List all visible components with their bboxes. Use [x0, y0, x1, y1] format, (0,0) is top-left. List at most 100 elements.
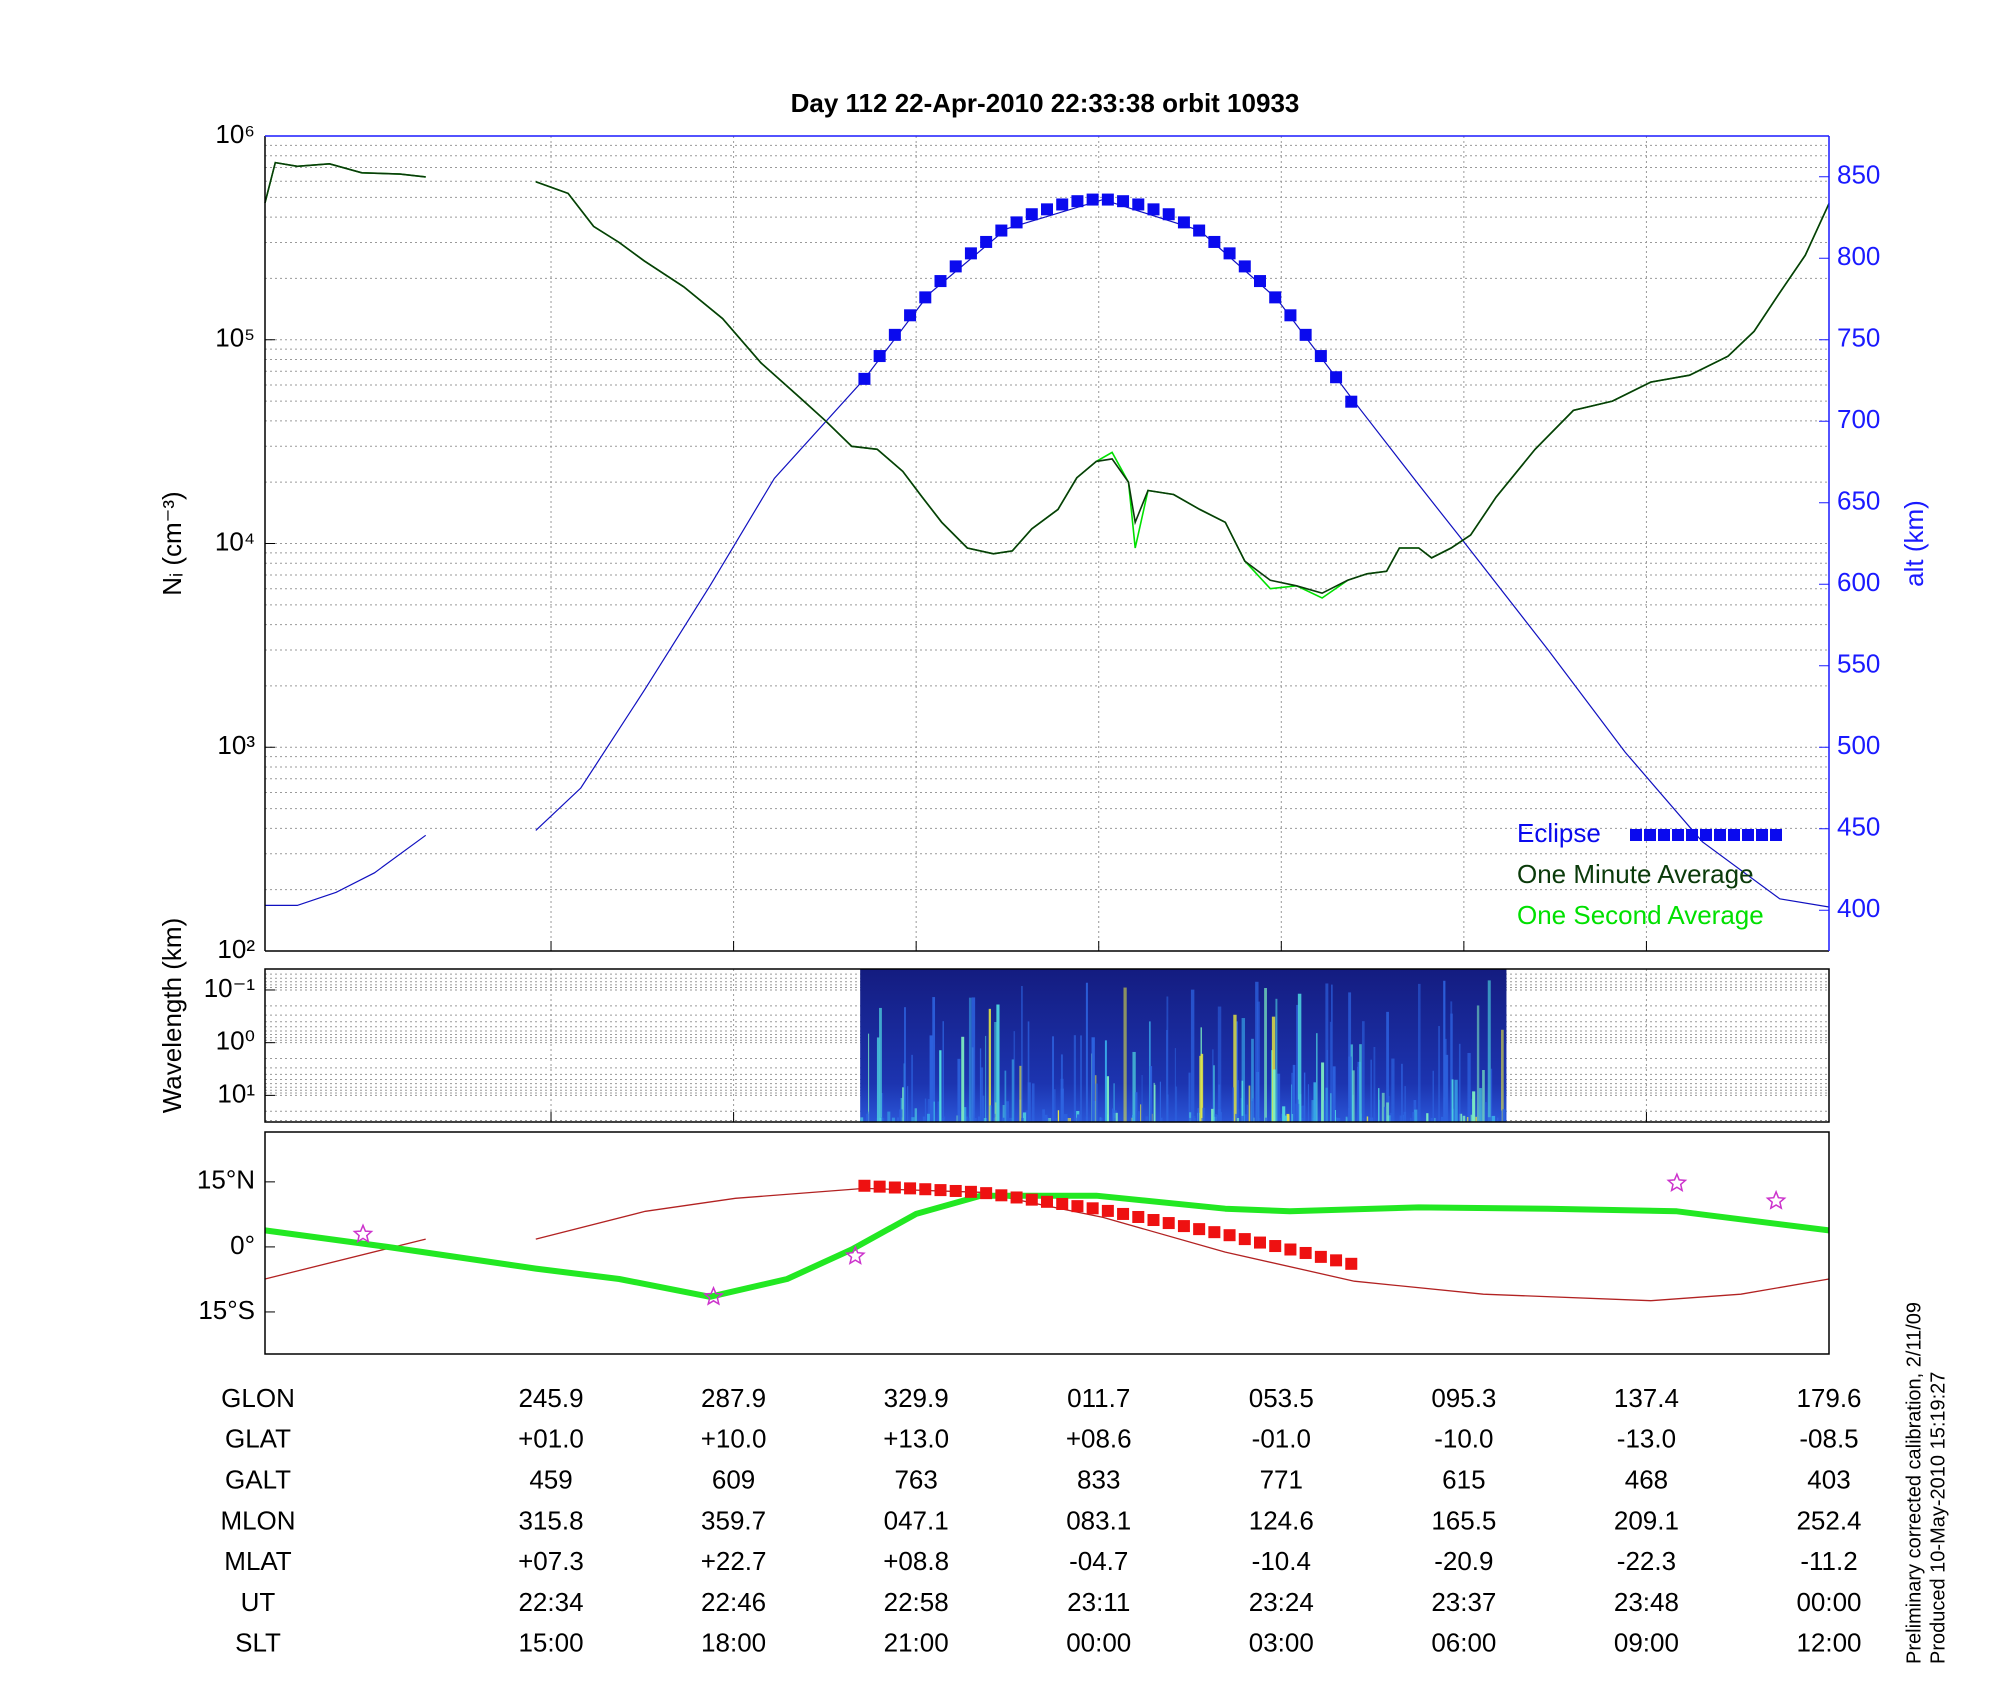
spectrogram-texture	[1370, 1059, 1372, 1122]
eclipse-track-marker	[1314, 1250, 1327, 1263]
spectrogram-texture	[939, 1050, 942, 1122]
spectrogram-texture	[1285, 1115, 1288, 1122]
spectrogram-texture	[963, 1107, 967, 1122]
spectrogram-texture	[933, 1101, 935, 1122]
spectrogram-texture	[1479, 1088, 1482, 1122]
station-marker	[1666, 1172, 1688, 1192]
table-row-label: GLON	[221, 1383, 295, 1413]
spectrogram-texture	[1307, 1084, 1309, 1122]
legend-swatch	[1742, 829, 1754, 841]
spectrogram-texture	[1100, 1118, 1103, 1122]
y-tick-label: 10⁵	[215, 323, 255, 353]
spectrogram-texture	[1057, 1110, 1060, 1122]
spectrogram-texture	[989, 1105, 992, 1122]
y-tick-label: 10³	[217, 730, 255, 760]
spectrogram-texture	[1001, 1117, 1005, 1122]
spectrogram-texture	[1432, 1070, 1434, 1122]
spectrogram-texture	[899, 1109, 903, 1122]
y2-axis-label: alt (km)	[1899, 500, 1929, 587]
eclipse-track-marker	[1071, 1200, 1084, 1213]
eclipse-track-marker	[964, 1185, 977, 1198]
spectrogram-texture	[1060, 1054, 1063, 1122]
eclipse-marker	[1223, 247, 1236, 260]
legend-swatch	[1686, 829, 1698, 841]
table-cell: 179.6	[1796, 1383, 1861, 1413]
spectrogram-texture	[1065, 1117, 1069, 1122]
y-tick-label: 0°	[230, 1230, 255, 1260]
spectrogram-texture	[1430, 1117, 1434, 1122]
station-marker	[1765, 1189, 1787, 1210]
eclipse-marker	[1253, 275, 1266, 288]
panel-frame	[264, 1131, 1830, 1355]
spectrogram-texture	[1160, 1117, 1163, 1122]
spectrogram-texture	[1166, 1030, 1168, 1122]
spectrogram-texture	[1113, 1083, 1115, 1122]
table-cell: -20.9	[1434, 1546, 1493, 1576]
spectrogram-texture	[1311, 1100, 1314, 1122]
chart-title: Day 112 22-Apr-2010 22:33:38 orbit 10933	[791, 88, 1300, 118]
eclipse-marker	[1269, 291, 1282, 304]
spectrogram-texture	[1052, 1036, 1054, 1122]
eclipse-track-marker	[1269, 1240, 1282, 1253]
spectrogram-texture	[1104, 1040, 1107, 1122]
spectrogram-texture	[1246, 1104, 1249, 1122]
y2-tick-label: 750	[1837, 323, 1880, 353]
y-tick-label: 10²	[217, 934, 255, 964]
spectrogram-texture	[1418, 983, 1421, 1122]
spectrogram-texture	[943, 1116, 946, 1122]
spectrogram-texture	[1236, 1117, 1240, 1122]
spectrogram-texture	[942, 1021, 944, 1122]
table-row-label: UT	[241, 1587, 276, 1617]
table-cell: 403	[1807, 1464, 1850, 1494]
spectrogram-texture	[879, 1007, 882, 1122]
table-cell: 459	[529, 1464, 572, 1494]
table-cell: -10.0	[1434, 1424, 1493, 1454]
table-cell: 329.9	[884, 1383, 949, 1413]
table-cell: 00:00	[1796, 1587, 1861, 1617]
spectrogram-texture	[1296, 1004, 1299, 1122]
spectrogram-texture	[1330, 1093, 1332, 1122]
spectrogram-texture	[1362, 1021, 1365, 1122]
spectrogram-texture	[1257, 1001, 1260, 1122]
eclipse-marker	[1010, 216, 1023, 229]
spectrogram-texture	[1291, 1072, 1294, 1122]
spectrogram-texture	[1067, 1117, 1072, 1122]
spectrogram-texture	[1240, 1098, 1243, 1122]
spectrogram-texture	[957, 1058, 961, 1122]
y2-tick-label: 800	[1837, 241, 1880, 271]
spectrogram-texture	[1359, 1044, 1362, 1122]
table-cell: 252.4	[1796, 1505, 1861, 1535]
spectrogram-texture	[1004, 1070, 1007, 1122]
eclipse-marker	[1086, 193, 1099, 206]
spectrogram-texture	[1500, 1110, 1502, 1122]
spectrogram-texture	[1445, 1054, 1449, 1122]
eclipse-track-marker	[1086, 1202, 1099, 1215]
y-tick-label: 15°N	[197, 1165, 255, 1195]
spectrogram-texture	[1200, 1053, 1204, 1122]
eclipse-track-marker	[1330, 1254, 1343, 1267]
spectrogram-texture	[1402, 1114, 1404, 1122]
spectrogram-texture	[1325, 1087, 1328, 1122]
spectrogram-texture	[1248, 1085, 1251, 1122]
spectrogram-texture	[904, 1007, 906, 1122]
spectrogram-texture	[1085, 1116, 1088, 1122]
spectrogram-texture	[924, 1098, 927, 1122]
legend-swatch	[1700, 829, 1712, 841]
spectrogram-texture	[902, 1087, 905, 1122]
spectrogram-texture	[1458, 1043, 1461, 1122]
spectrogram-texture	[1141, 1074, 1143, 1122]
eclipse-marker	[1193, 224, 1206, 237]
spectrogram-texture	[1010, 1117, 1013, 1122]
spectrogram-texture	[1373, 1046, 1376, 1122]
eclipse-marker	[1330, 371, 1343, 384]
spectrogram-texture	[1135, 1092, 1138, 1122]
spectrogram-texture	[1031, 1083, 1035, 1122]
spectrogram-texture	[1351, 1070, 1355, 1122]
spectrogram-texture	[1013, 1031, 1016, 1122]
table-cell: 763	[894, 1464, 937, 1494]
eclipse-marker	[1132, 198, 1145, 211]
spectrogram-texture	[1241, 1080, 1244, 1122]
spectrogram-texture	[881, 1092, 884, 1122]
spectrogram-texture	[1197, 1108, 1199, 1122]
